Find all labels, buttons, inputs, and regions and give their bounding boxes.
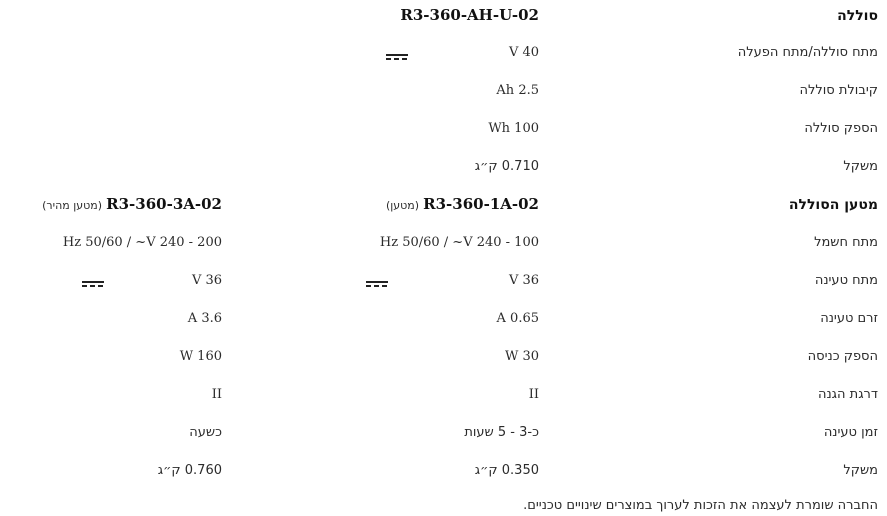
charger-model-1-suffix: (מטען)	[385, 199, 420, 212]
battery-voltage-value: V 40	[508, 45, 539, 60]
protection-class-value-1: II	[528, 387, 539, 402]
charge-time-label: זמן טעינה	[823, 425, 878, 440]
battery-weight-value: 0.710 ק״ג	[474, 159, 539, 174]
battery-energy-value: Wh 100	[488, 121, 539, 136]
battery-energy-label: הספק סוללה	[804, 121, 878, 136]
charge-voltage-label: מתח טעינה	[814, 273, 878, 288]
charge-time-value-2: כשעה	[189, 425, 222, 440]
charge-current-value-1: A 0.65	[496, 311, 539, 326]
mains-voltage-value-1: Hz 50/60 / ~V 240 - 100	[379, 235, 539, 250]
battery-voltage-label: מתח סוללה/מתח הפעלה	[737, 45, 878, 60]
charge-time-value-1: כ-3 - 5 שעות	[464, 425, 539, 440]
protection-class-value-2: II	[211, 387, 222, 402]
mains-voltage-label: מתח חשמל	[814, 235, 878, 250]
charge-voltage-value-2: V 36	[191, 273, 222, 288]
charger-model-2: R3-360-3A-02 (מטען מהיר)	[42, 196, 222, 214]
battery-model: R3-360-AH-U-02	[400, 6, 539, 24]
charge-voltage-value-1: V 36	[508, 273, 539, 288]
charge-current-value-2: A 3.6	[187, 311, 222, 326]
charger-weight-label: משקל	[843, 463, 878, 478]
battery-heading: סוללה	[837, 8, 878, 24]
charger-weight-value-2: 0.760 ק״ג	[157, 463, 222, 478]
battery-capacity-value: Ah 2.5	[496, 83, 539, 98]
dc-current-symbol-icon	[386, 54, 408, 60]
protection-class-label: דרגת הגנה	[817, 387, 878, 402]
charger-weight-value-1: 0.350 ק״ג	[474, 463, 539, 478]
input-power-label: הספק כניסה	[807, 349, 878, 364]
footnote: החברה שומרת לעצמה את הזכות לערוך במוצרים…	[523, 498, 878, 513]
charger-model-1-code: R3-360-1A-02	[423, 195, 539, 213]
charger-heading: מטען הסוללה	[788, 197, 878, 213]
charger-model-2-suffix: (מטען מהיר)	[42, 199, 103, 212]
dc-current-symbol-icon	[82, 281, 104, 287]
input-power-value-2: W 160	[179, 349, 222, 364]
battery-capacity-label: קיבולת סוללה	[799, 83, 878, 98]
dc-current-symbol-icon	[366, 281, 388, 287]
charge-current-label: זרם טעינה	[820, 311, 878, 326]
charger-model-1: R3-360-1A-02 (מטען)	[386, 196, 539, 214]
charger-model-2-code: R3-360-3A-02	[106, 195, 222, 213]
battery-weight-label: משקל	[843, 159, 878, 174]
input-power-value-1: W 30	[504, 349, 539, 364]
mains-voltage-value-2: Hz 50/60 / ~V 240 - 200	[62, 235, 222, 250]
